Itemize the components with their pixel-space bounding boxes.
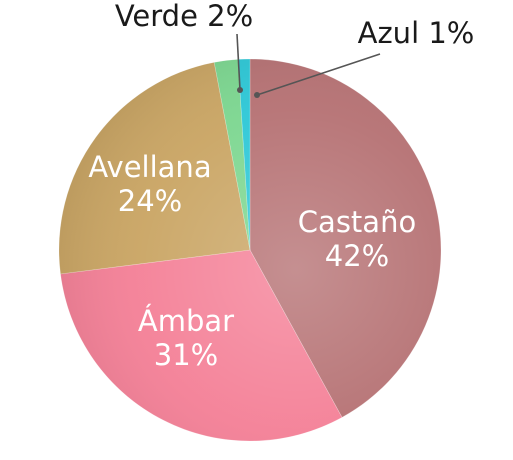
slice-label-value-verde: 2%	[198, 0, 253, 33]
leader-dot-azul	[254, 92, 260, 98]
slice-value-avellana: 24%	[118, 184, 182, 218]
slice-label-azul: Azul 1%	[358, 16, 475, 50]
leader-line-azul	[256, 53, 381, 96]
slice-label-value-azul: 1%	[419, 16, 474, 50]
slice-label-ambar: Ámbar	[138, 304, 234, 338]
slice-label-verde: Verde 2%	[115, 0, 253, 33]
slice-value-ambar: 31%	[154, 338, 218, 372]
slice-label-castano: Castaño	[298, 205, 416, 239]
leader-line-verde	[236, 33, 241, 91]
slice-value-castano: 42%	[325, 239, 389, 273]
slice-label-avellana: Avellana	[88, 150, 211, 184]
slice-label-name-azul: Azul	[358, 16, 420, 50]
slice-label-name-verde: Verde	[115, 0, 198, 33]
leader-dot-verde	[237, 87, 243, 93]
